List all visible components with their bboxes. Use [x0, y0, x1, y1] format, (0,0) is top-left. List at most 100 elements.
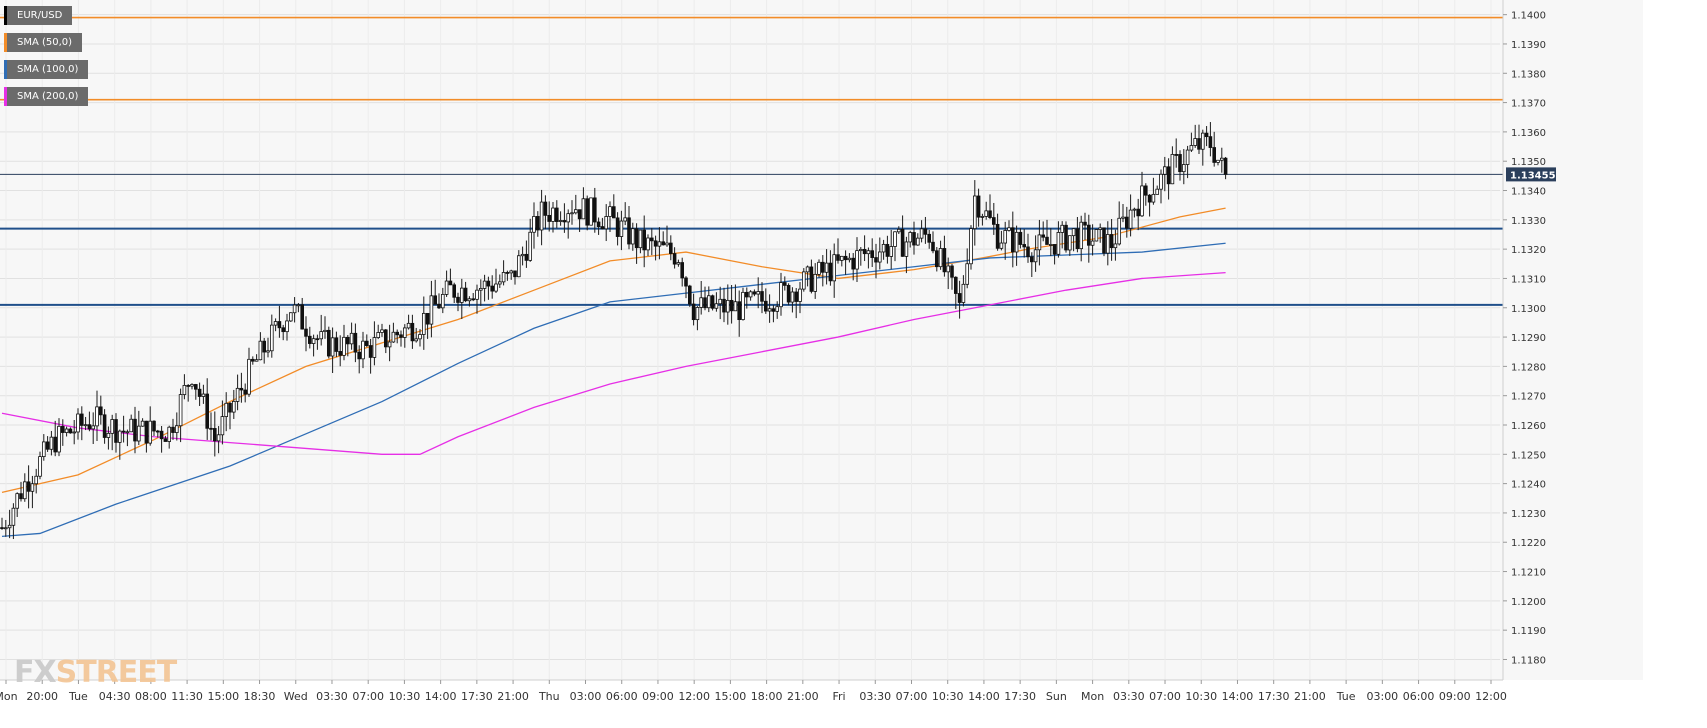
candle-body-up	[539, 201, 544, 231]
candle	[148, 406, 153, 446]
candle	[155, 429, 160, 438]
candle-body-down	[524, 253, 529, 261]
candle	[680, 257, 684, 287]
x-tick-label: 12:00	[678, 690, 710, 703]
candle	[1064, 221, 1068, 253]
candle	[106, 426, 111, 450]
candle	[144, 420, 149, 453]
candle-body-up	[7, 524, 12, 529]
candle-body-up	[22, 481, 27, 500]
fxstreet-logo: FXSTREET	[14, 655, 177, 690]
candle-body-down	[144, 420, 149, 444]
candle-body-down	[163, 438, 168, 442]
candle-body-down	[304, 328, 308, 337]
legend-swatch	[4, 33, 7, 52]
candle	[672, 247, 677, 269]
candle	[843, 250, 848, 275]
candle	[456, 292, 460, 312]
candle-body-up	[1079, 221, 1084, 250]
candle-body-up	[494, 283, 498, 292]
candle	[410, 314, 415, 349]
candle-body-up	[1128, 209, 1133, 229]
legend-item-sma200[interactable]: SMA (200,0)	[4, 87, 89, 106]
candle	[209, 412, 213, 441]
sma-line	[1, 271, 1226, 455]
candle	[1185, 145, 1190, 179]
candle	[855, 237, 859, 283]
candle	[91, 412, 96, 445]
candle	[292, 297, 297, 323]
candle-body-down	[1144, 185, 1148, 196]
candle	[26, 465, 31, 509]
candle-body-up	[657, 241, 662, 247]
candle	[707, 286, 711, 313]
candle	[342, 324, 346, 361]
candle-body-down	[338, 351, 342, 356]
candle-body-up	[805, 266, 810, 273]
candle	[638, 229, 643, 254]
candle	[969, 225, 973, 270]
candle	[786, 283, 791, 306]
candle-body-up	[311, 338, 316, 344]
candle	[1163, 156, 1167, 192]
candle	[505, 270, 510, 281]
candle	[984, 201, 988, 220]
candle-body-up	[1159, 173, 1163, 190]
candle-body-down	[745, 291, 749, 298]
candle	[733, 284, 738, 312]
candle-body-down	[737, 301, 741, 321]
candle	[1136, 198, 1141, 231]
candle	[809, 259, 814, 294]
candle	[391, 322, 396, 343]
candle-body-up	[387, 341, 392, 348]
candle-body-up	[1140, 185, 1144, 217]
candle	[570, 200, 574, 225]
candle-body-up	[440, 294, 445, 309]
candle-body-down	[923, 228, 928, 235]
candle	[486, 276, 491, 300]
legend-item-sma100[interactable]: SMA (100,0)	[4, 60, 89, 79]
legend-item-eurusd[interactable]: EUR/USD	[4, 6, 73, 25]
candle	[596, 217, 601, 235]
candle	[1151, 177, 1156, 205]
x-tick-label: 07:00	[352, 690, 384, 703]
candle	[1014, 225, 1019, 266]
candle	[269, 314, 274, 358]
candle-body-up	[528, 231, 532, 261]
candle	[243, 383, 248, 403]
y-tick-label: 1.1380	[1511, 69, 1546, 80]
candle-body-up	[342, 336, 346, 356]
candle-body-up	[15, 493, 20, 509]
candle-body-down	[250, 358, 255, 362]
candle-body-down	[931, 241, 935, 252]
candle-body-up	[1113, 243, 1118, 249]
candle	[612, 194, 616, 219]
candle	[764, 288, 768, 314]
candle-body-up	[1037, 234, 1042, 251]
candle-body-down	[326, 329, 331, 357]
candle	[756, 277, 760, 309]
candle-body-down	[912, 232, 916, 246]
candle-body-down	[615, 217, 620, 237]
candle-body-down	[1083, 221, 1087, 226]
candle	[334, 331, 339, 358]
candle-body-down	[277, 321, 282, 329]
candle	[1223, 156, 1228, 180]
candle	[729, 285, 734, 324]
candle-body-up	[125, 431, 130, 434]
candle	[551, 201, 555, 233]
candle-body-up	[34, 475, 38, 485]
candle	[714, 292, 719, 312]
candle	[562, 203, 567, 233]
candle	[281, 324, 285, 341]
legend-label: SMA (50,0)	[17, 37, 73, 48]
candle-body-down	[425, 312, 430, 325]
candle-body-up	[285, 320, 289, 333]
legend-item-sma50[interactable]: SMA (50,0)	[4, 33, 83, 52]
candle-body-down	[691, 303, 696, 321]
y-tick-label: 1.1270	[1511, 392, 1546, 403]
candle-body-up	[1068, 235, 1072, 251]
candle-body-up	[235, 387, 240, 402]
candle	[1071, 228, 1076, 252]
